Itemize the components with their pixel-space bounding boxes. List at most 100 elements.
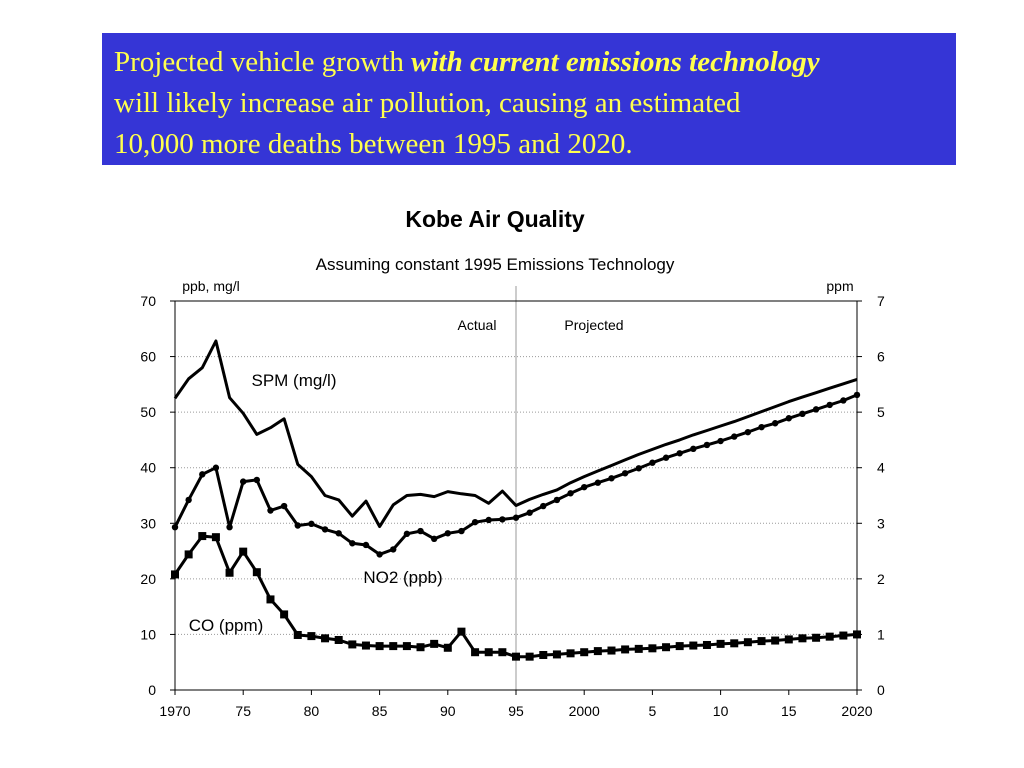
no2-data-point — [826, 401, 833, 409]
right-axis-unit-label: ppm — [826, 278, 853, 294]
no2-data-point — [540, 502, 547, 510]
co-data-point — [580, 648, 589, 657]
co-data-point — [457, 627, 466, 636]
no2-data-point — [240, 478, 247, 485]
right-axis-tick-label: 6 — [877, 349, 885, 365]
co-data-point — [621, 645, 630, 654]
no2-data-point — [840, 397, 847, 404]
right-axis-tick-label: 4 — [877, 460, 885, 476]
co-data-point — [198, 532, 207, 541]
headline-text: Projected vehicle growth with current em… — [114, 42, 946, 165]
x-axis-tick-label: 80 — [304, 703, 320, 719]
co-data-point — [689, 641, 698, 650]
co-data-point — [402, 642, 411, 651]
co-data-point — [812, 633, 821, 642]
no2-data-point — [417, 527, 424, 535]
x-axis-tick-label: 75 — [235, 703, 251, 719]
co-data-point — [430, 639, 439, 648]
no2-data-point — [799, 410, 806, 418]
chart-title: Kobe Air Quality — [405, 206, 585, 232]
no2-data-point — [212, 464, 220, 471]
co-data-point — [348, 640, 357, 649]
chart-subtitle: Assuming constant 1995 Emissions Technol… — [315, 255, 675, 274]
spm-series-label: SPM (mg/l) — [252, 371, 337, 390]
no2-data-point — [621, 470, 629, 477]
co-data-point — [607, 646, 616, 655]
no2-data-point — [499, 516, 506, 523]
no2-data-point — [553, 496, 561, 504]
no2-series-label: NO2 (ppb) — [363, 568, 442, 587]
co-data-point — [171, 570, 179, 579]
no2-data-point — [581, 483, 588, 491]
left-axis-tick-label: 10 — [140, 626, 156, 642]
no2-data-point — [267, 507, 274, 514]
co-data-point — [416, 643, 425, 652]
co-data-point — [361, 641, 370, 650]
no2-data-point — [280, 502, 288, 510]
co-data-point — [484, 648, 493, 657]
no2-data-point — [785, 415, 792, 422]
no2-data-point — [471, 518, 479, 526]
headline-line1-start: Projected vehicle growth — [114, 46, 412, 78]
co-data-point — [648, 644, 657, 653]
co-data-point — [566, 649, 575, 658]
no2-data-point — [690, 445, 697, 453]
co-data-point — [321, 634, 330, 643]
co-data-point — [771, 636, 780, 645]
right-axis-tick-label: 0 — [877, 682, 885, 698]
co-data-point — [389, 642, 398, 651]
co-data-point — [757, 637, 766, 646]
no2-data-point — [608, 475, 615, 482]
no2-data-point — [485, 516, 492, 524]
no2-data-point — [376, 551, 383, 558]
no2-data-point — [253, 476, 261, 484]
no2-data-point — [717, 437, 724, 445]
right-axis-tick-label: 3 — [877, 515, 885, 531]
right-axis-tick-label: 1 — [877, 626, 885, 642]
co-data-point — [716, 639, 725, 648]
x-axis-tick-label: 2020 — [841, 703, 872, 719]
right-axis-tick-label: 5 — [877, 404, 885, 420]
no2-data-point — [649, 459, 656, 466]
co-data-point — [225, 568, 234, 577]
no2-data-point — [567, 490, 574, 497]
co-data-point — [593, 647, 602, 656]
no2-data-point — [403, 530, 411, 538]
x-axis-tick-label: 85 — [372, 703, 388, 719]
co-data-point — [471, 648, 480, 657]
no2-data-point — [812, 406, 820, 413]
co-data-point — [498, 648, 507, 657]
left-axis-tick-label: 40 — [140, 460, 156, 476]
left-axis-tick-label: 30 — [140, 515, 156, 531]
co-data-point — [675, 642, 684, 651]
region-label-projected: Projected — [564, 317, 623, 333]
no2-data-point — [444, 530, 451, 537]
left-axis-tick-label: 60 — [140, 349, 156, 365]
co-data-point — [375, 642, 384, 651]
no2-data-point — [199, 471, 206, 478]
co-data-point — [853, 630, 861, 639]
co-data-point — [730, 639, 739, 648]
co-series-label: CO (ppm) — [189, 616, 264, 635]
no2-data-point — [349, 540, 356, 547]
no2-data-point — [771, 420, 779, 427]
co-data-point — [634, 644, 643, 653]
left-axis-tick-label: 50 — [140, 404, 156, 420]
no2-data-point — [185, 496, 192, 504]
co-data-point — [525, 652, 534, 661]
no2-data-point — [758, 423, 765, 431]
headline-line2: will likely increase air pollution, caus… — [114, 87, 741, 119]
left-axis-tick-label: 70 — [140, 293, 156, 309]
x-axis-tick-label: 5 — [649, 703, 657, 719]
x-axis-tick-label: 90 — [440, 703, 456, 719]
no2-data-point — [430, 535, 438, 543]
co-data-point — [307, 632, 316, 641]
no2-data-point — [390, 546, 397, 553]
co-data-point — [539, 650, 548, 659]
no2-data-point — [853, 391, 861, 399]
co-data-point — [184, 550, 193, 559]
co-data-point — [798, 634, 807, 643]
co-data-point — [512, 652, 520, 661]
co-data-point — [334, 635, 343, 644]
co-data-point — [252, 568, 261, 577]
